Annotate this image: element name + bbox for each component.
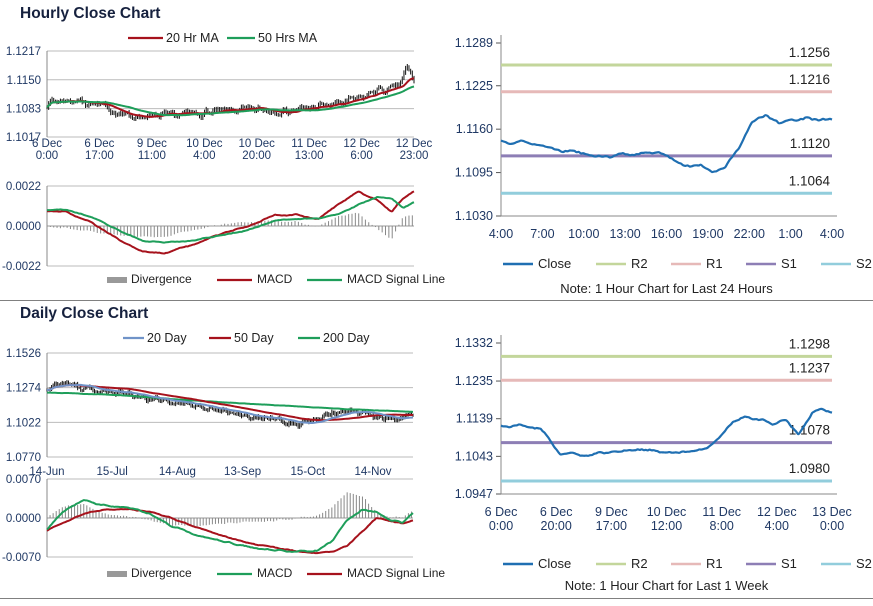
svg-text:1.1064: 1.1064: [789, 173, 831, 188]
svg-text:0.0070: 0.0070: [6, 474, 41, 486]
svg-text:1.1095: 1.1095: [455, 166, 493, 180]
svg-text:20 Day: 20 Day: [147, 331, 187, 345]
svg-text:50 Day: 50 Day: [234, 331, 274, 345]
svg-text:1.1332: 1.1332: [455, 336, 493, 350]
svg-text:6 Dec: 6 Dec: [485, 505, 518, 519]
svg-text:Divergence: Divergence: [131, 566, 192, 580]
svg-text:11 Dec: 11 Dec: [702, 505, 741, 519]
svg-text:1.1022: 1.1022: [6, 417, 41, 429]
svg-text:1.0980: 1.0980: [789, 461, 830, 476]
svg-text:1.1217: 1.1217: [6, 46, 41, 58]
svg-text:1.1289: 1.1289: [455, 36, 493, 50]
svg-text:0.0000: 0.0000: [6, 513, 41, 525]
svg-text:13:00: 13:00: [295, 150, 324, 162]
svg-text:-0.0022: -0.0022: [2, 261, 41, 273]
svg-text:22:00: 22:00: [734, 227, 765, 241]
svg-text:1.1120: 1.1120: [790, 136, 830, 151]
svg-text:12 Dec: 12 Dec: [757, 505, 797, 519]
svg-text:0.0022: 0.0022: [6, 181, 41, 193]
svg-text:4:00: 4:00: [765, 519, 789, 533]
svg-text:11 Dec: 11 Dec: [291, 138, 327, 150]
svg-text:Note: 1 Hour Chart for Last 1: Note: 1 Hour Chart for Last 1 Week: [565, 578, 769, 593]
svg-text:15-Oct: 15-Oct: [291, 466, 326, 478]
svg-text:4:00: 4:00: [820, 227, 844, 241]
svg-text:16:00: 16:00: [651, 227, 682, 241]
svg-text:200 Day: 200 Day: [323, 331, 370, 345]
svg-text:8:00: 8:00: [710, 519, 734, 533]
svg-text:0:00: 0:00: [36, 150, 58, 162]
svg-text:MACD Signal Line: MACD Signal Line: [347, 272, 445, 286]
svg-text:1.0947: 1.0947: [455, 487, 493, 501]
svg-text:4:00: 4:00: [489, 227, 513, 241]
svg-text:1:00: 1:00: [778, 227, 802, 241]
svg-text:12 Dec: 12 Dec: [396, 138, 433, 150]
svg-text:10:00: 10:00: [568, 227, 599, 241]
svg-text:12 Dec: 12 Dec: [343, 138, 380, 150]
svg-text:11:00: 11:00: [138, 150, 166, 162]
svg-text:23:00: 23:00: [400, 150, 429, 162]
svg-text:0.0000: 0.0000: [6, 221, 41, 233]
svg-text:6 Dec: 6 Dec: [32, 138, 62, 150]
svg-text:19:00: 19:00: [692, 227, 723, 241]
svg-text:9 Dec: 9 Dec: [595, 505, 628, 519]
svg-text:1.1083: 1.1083: [6, 104, 41, 116]
svg-text:Divergence: Divergence: [131, 272, 192, 286]
svg-text:10 Dec: 10 Dec: [238, 138, 275, 150]
svg-text:7:00: 7:00: [530, 227, 554, 241]
svg-text:14-Nov: 14-Nov: [354, 466, 391, 478]
svg-text:R1: R1: [706, 556, 723, 571]
svg-text:1.1160: 1.1160: [456, 122, 493, 136]
svg-text:17:00: 17:00: [85, 150, 114, 162]
svg-text:4:00: 4:00: [193, 150, 215, 162]
svg-text:6 Dec: 6 Dec: [540, 505, 573, 519]
svg-text:R2: R2: [631, 256, 648, 271]
svg-text:1.1043: 1.1043: [455, 449, 493, 463]
svg-text:Hourly Close Chart: Hourly Close Chart: [20, 5, 160, 22]
svg-text:-0.0070: -0.0070: [2, 552, 41, 564]
svg-text:1.1256: 1.1256: [789, 45, 830, 60]
svg-text:20:00: 20:00: [541, 519, 572, 533]
svg-text:17:00: 17:00: [596, 519, 627, 533]
svg-text:S1: S1: [781, 256, 797, 271]
svg-text:1.0770: 1.0770: [6, 452, 41, 464]
svg-text:Note: 1 Hour Chart for Last 24: Note: 1 Hour Chart for Last 24 Hours: [560, 281, 773, 296]
svg-text:9 Dec: 9 Dec: [137, 138, 167, 150]
svg-text:R2: R2: [631, 556, 648, 571]
svg-text:20 Hr MA: 20 Hr MA: [166, 31, 219, 45]
svg-text:50 Hrs MA: 50 Hrs MA: [258, 31, 318, 45]
svg-text:10 Dec: 10 Dec: [186, 138, 223, 150]
svg-text:10 Dec: 10 Dec: [647, 505, 687, 519]
svg-text:1.1150: 1.1150: [7, 75, 41, 87]
svg-text:1.1237: 1.1237: [789, 360, 830, 375]
svg-text:Close: Close: [538, 556, 571, 571]
svg-text:13:00: 13:00: [609, 227, 640, 241]
svg-text:13-Sep: 13-Sep: [224, 466, 261, 478]
svg-text:MACD: MACD: [257, 272, 293, 286]
svg-text:1.1274: 1.1274: [6, 383, 42, 395]
svg-text:14-Aug: 14-Aug: [159, 466, 196, 478]
svg-text:Daily Close Chart: Daily Close Chart: [20, 305, 148, 322]
svg-text:S1: S1: [781, 556, 797, 571]
svg-text:R1: R1: [706, 256, 723, 271]
svg-text:1.1139: 1.1139: [456, 412, 493, 426]
svg-text:1.1030: 1.1030: [455, 209, 493, 223]
svg-text:Close: Close: [538, 256, 571, 271]
svg-text:1.1225: 1.1225: [455, 79, 493, 93]
svg-text:6 Dec: 6 Dec: [84, 138, 114, 150]
svg-text:0:00: 0:00: [820, 519, 844, 533]
svg-text:15-Jul: 15-Jul: [97, 466, 128, 478]
svg-text:6:00: 6:00: [350, 150, 372, 162]
svg-text:MACD: MACD: [257, 566, 293, 580]
svg-text:0:00: 0:00: [489, 519, 513, 533]
svg-text:1.1235: 1.1235: [455, 374, 493, 388]
svg-text:MACD Signal Line: MACD Signal Line: [347, 566, 445, 580]
svg-text:13 Dec: 13 Dec: [812, 505, 852, 519]
svg-text:1.1216: 1.1216: [789, 72, 830, 87]
svg-text:1.1298: 1.1298: [789, 336, 830, 351]
svg-text:S2: S2: [856, 556, 872, 571]
svg-text:12:00: 12:00: [651, 519, 682, 533]
svg-text:S2: S2: [856, 256, 872, 271]
svg-text:1.1526: 1.1526: [6, 348, 41, 360]
svg-text:20:00: 20:00: [242, 150, 271, 162]
